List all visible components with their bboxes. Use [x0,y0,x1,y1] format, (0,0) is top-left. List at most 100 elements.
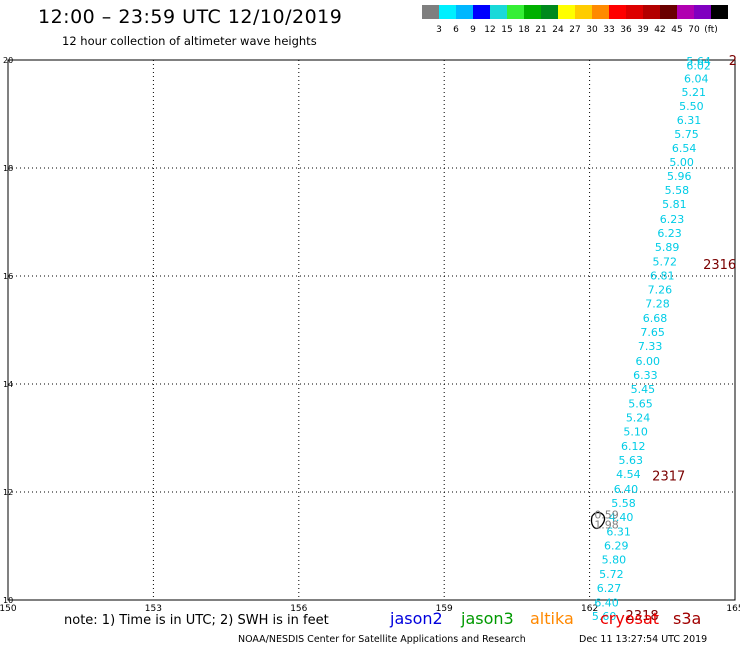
sat-label-cryosat: cryosat [600,609,660,628]
legend-swatch [473,5,490,19]
wave-height-label: 4.40 [609,511,634,524]
wave-height-label: 6.27 [597,582,622,595]
legend-swatch [490,5,507,19]
wave-height-label: 6.54 [672,142,697,155]
wave-height-label: 6.40 [594,597,619,610]
wave-height-label: 5.89 [655,241,680,254]
wave-height-label: 6.68 [643,312,668,325]
wave-height-label: 6.31 [677,114,702,127]
wave-height-label: 5.50 [679,100,704,113]
pass-id-label: 2316 [703,258,736,273]
sat-label-s3a: s3a [673,609,702,628]
wave-height-label: 6.29 [604,539,629,552]
legend-label: 30 [586,25,598,35]
legend-swatch [660,5,677,19]
legend-swatch [677,5,694,19]
legend-swatch [456,5,473,19]
x-tick-label: 162 [581,604,598,614]
legend-swatch [422,5,439,19]
legend-label: 21 [535,25,547,35]
wave-height-label: 5.72 [599,568,624,581]
y-tick-label: 12 [3,488,13,497]
wave-height-label: 5.21 [682,86,707,99]
wave-height-label: 5.63 [619,454,644,467]
wave-height-label: 6.02 [686,59,711,72]
legend-label: 36 [620,25,632,35]
wave-height-label: 6.04 [684,72,709,85]
page-title: 12:00 – 23:59 UTC 12/10/2019 [38,6,343,28]
legend-swatch [558,5,575,19]
wave-height-label: 6.12 [621,440,646,453]
legend-swatch [524,5,541,19]
island-coastline [590,511,606,530]
wave-height-label: 5.45 [631,383,656,396]
legend-label: (ft) [704,25,718,35]
legend-label: 70 [688,25,700,35]
legend-label: 6 [453,25,459,35]
y-tick-label: 16 [3,272,13,281]
wave-height-label: 5.58 [611,497,636,510]
legend-label: 42 [654,25,666,35]
y-tick-label: 10 [3,596,13,605]
wave-height-label: 1.98 [594,518,619,531]
legend-swatch [507,5,524,19]
note-text: note: 1) Time is in UTC; 2) SWH is in fe… [64,613,329,628]
wave-height-label: 5.72 [652,255,677,268]
legend-label: 27 [569,25,581,35]
wave-height-label: 7.33 [638,340,663,353]
wave-height-label: 5.64 [686,55,711,68]
wave-height-label: 7.65 [640,326,665,339]
wave-height-label: 7.26 [648,284,673,297]
wave-height-label: 6.00 [636,355,661,368]
x-tick-label: 159 [436,604,453,614]
x-tick-label: 165 [726,604,740,614]
legend-swatch [643,5,660,19]
wave-height-label: 5.65 [628,397,653,410]
wave-height-label: 5.10 [623,426,648,439]
wave-height-label: 5.00 [669,156,694,169]
wave-height-label: 6.81 [650,269,675,282]
wave-height-label: 6.33 [633,369,658,382]
wave-height-label: 5.24 [626,411,651,424]
y-tick-label: 18 [3,164,13,173]
wave-height-label: 5.58 [665,184,690,197]
wave-height-label: 6.23 [660,213,685,226]
wave-height-label: 5.80 [602,554,627,567]
legend-label: 39 [637,25,649,35]
plot-frame [7,59,736,601]
x-tick-label: 150 [0,604,17,614]
legend-swatch [592,5,609,19]
wave-height-label: 4.54 [616,468,641,481]
legend-swatch [541,5,558,19]
footer-credit: NOAA/NESDIS Center for Satellite Applica… [238,634,526,645]
pass-id-label: 2 [729,54,737,69]
x-tick-label: 153 [145,604,162,614]
legend-swatch [609,5,626,19]
wave-height-label: 0.59 [594,509,619,522]
sat-label-jason2: jason2 [390,609,443,628]
wave-height-label: 5.60 [592,610,617,623]
legend-label: 24 [552,25,564,35]
legend-swatch [711,5,728,19]
sat-label-jason3: jason3 [461,609,514,628]
wave-height-label: 6.40 [614,483,639,496]
legend-label: 12 [484,25,496,35]
legend-label: 15 [501,25,513,35]
legend-label: 18 [518,25,530,35]
footer-timestamp: Dec 11 13:27:54 UTC 2019 [579,634,708,645]
legend-swatch [626,5,643,19]
wave-height-label: 5.81 [662,198,687,211]
wave-height-label: 6.31 [606,525,631,538]
wave-height-label: 7.28 [645,298,670,311]
page-subtitle: 12 hour collection of altimeter wave hei… [62,34,317,48]
sat-label-altika: altika [530,609,574,628]
y-tick-label: 20 [3,56,13,65]
wave-height-label: 5.75 [674,128,699,141]
legend-label: 33 [603,25,615,35]
wave-height-label: 5.96 [667,170,692,183]
legend-label: 3 [436,25,442,35]
wave-height-label: 6.23 [657,227,682,240]
legend-swatch [575,5,592,19]
legend-swatch [439,5,456,19]
